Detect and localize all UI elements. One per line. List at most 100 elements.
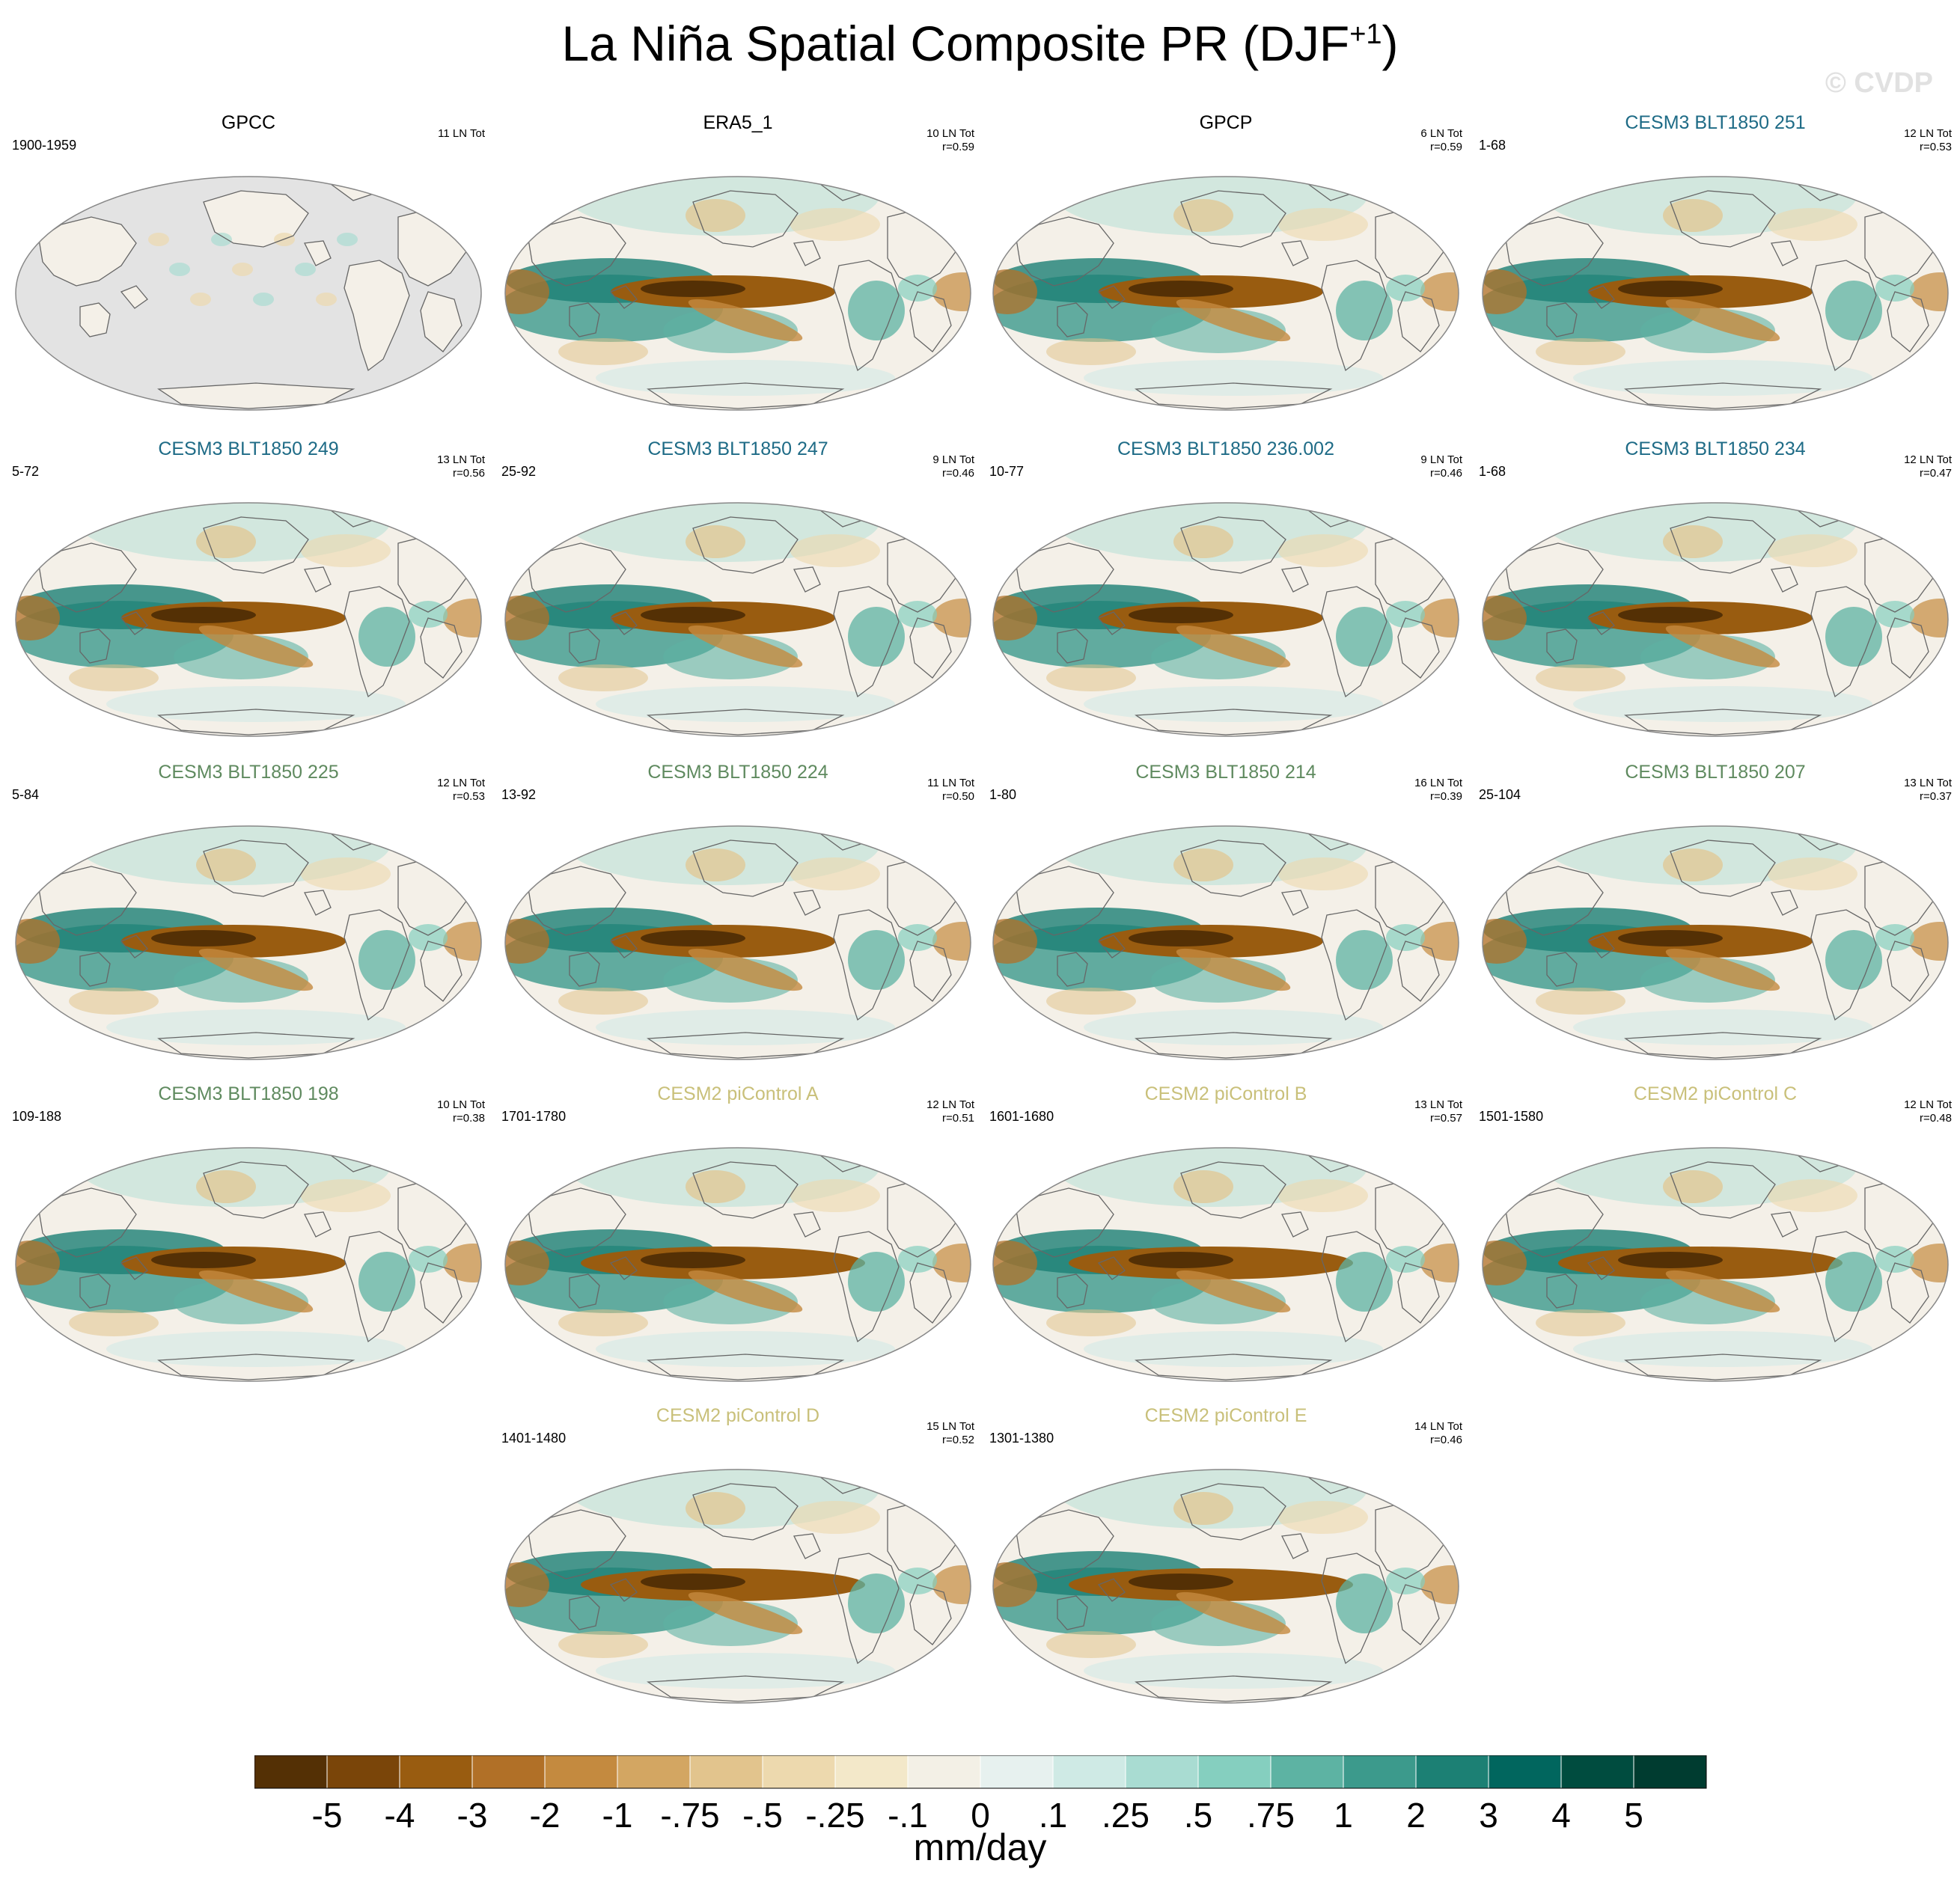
dry-anomaly-south-indian: [1536, 1309, 1625, 1336]
map-plot: [992, 502, 1459, 737]
panel-stats: 10 LN Tot r=0.59: [926, 127, 974, 154]
panel-pattern-correlation: r=0.48: [1920, 1112, 1952, 1125]
map-panel: CESM3 BLT1850 247 25-92 9 LN Tot r=0.46: [498, 438, 977, 753]
anomaly-patch: [337, 233, 358, 246]
dry-anomaly-south-indian: [558, 664, 648, 691]
anomaly-patch: [232, 263, 253, 276]
wet-anomaly-southern-ocean: [1084, 360, 1383, 396]
panel-stats: 11 LN Tot r=0.50: [927, 777, 974, 804]
colorbar-swatch: [1633, 1755, 1707, 1789]
panel-pattern-correlation: r=0.46: [1430, 467, 1462, 480]
coastline: [1321, 586, 1387, 698]
map-panel: CESM2 piControl C 1501-1580 12 LN Tot r=0.4…: [1476, 1083, 1955, 1398]
panel-years: 1900-1959: [12, 138, 77, 153]
dry-anomaly-core: [151, 607, 256, 623]
map-panel: ERA5_1 10 LN Tot r=0.59: [498, 112, 977, 426]
coastline: [1397, 291, 1440, 352]
panel-title: CESM2 piControl B: [1144, 1083, 1307, 1104]
map-plot: [15, 825, 482, 1060]
colorbar-swatch: [1125, 1755, 1199, 1789]
coastline: [79, 629, 111, 664]
panel-pattern-correlation: r=0.50: [942, 790, 974, 803]
dry-anomaly-america: [790, 1501, 880, 1534]
coastline: [909, 941, 952, 1002]
panel-pattern-correlation: r=0.59: [942, 141, 974, 153]
panel-pattern-correlation: r=0.53: [1920, 141, 1952, 153]
panel-title: CESM3 BLT1850 207: [1625, 762, 1806, 783]
panel-pattern-correlation: r=0.57: [1430, 1112, 1462, 1125]
dry-anomaly-indian-ocean-west: [1483, 1241, 1527, 1285]
coastline: [38, 542, 137, 613]
coastline: [1057, 302, 1088, 337]
dry-anomaly-core: [641, 1574, 745, 1590]
coastline: [1097, 935, 1126, 958]
coastline: [120, 285, 148, 309]
map-plot: [15, 176, 482, 411]
coastline: [692, 516, 799, 574]
coastline: [1771, 890, 1798, 916]
coastline: [304, 890, 332, 916]
map-border: [1482, 502, 1949, 737]
panel-years: 1401-1480: [501, 1431, 567, 1446]
dry-anomaly-america: [1768, 534, 1857, 567]
wet-anomaly-south-america: [848, 1252, 905, 1312]
colorbar-tick-label: .25: [1102, 1796, 1150, 1835]
wet-anomaly-south-america: [358, 607, 415, 667]
map-border: [504, 1469, 971, 1704]
panel-title: GPCC: [221, 112, 276, 133]
panel-years: 1-68: [1479, 138, 1506, 153]
coastline: [793, 240, 821, 266]
panel-event-count: 6 LN Tot: [1420, 127, 1462, 140]
map-border: [504, 502, 971, 737]
panel-years: 25-104: [1479, 787, 1521, 802]
coastline: [609, 1578, 638, 1602]
coastline: [1097, 1578, 1126, 1602]
dry-anomaly-south-indian: [558, 1309, 648, 1336]
dry-anomaly-core: [1618, 607, 1723, 623]
coastline: [304, 1211, 332, 1238]
dry-anomaly-indian-ocean-west: [993, 1562, 1037, 1607]
dry-anomaly-south-indian: [69, 1309, 159, 1336]
dry-anomaly-core: [1618, 281, 1723, 297]
dry-anomaly-south-arm: [1176, 1591, 1291, 1635]
coastline: [38, 1187, 137, 1258]
map-border: [504, 1147, 971, 1382]
colorbar-tick-label: .1: [1039, 1796, 1067, 1835]
coastline: [793, 890, 821, 916]
map-panel: CESM3 BLT1850 236.002 10-77 9 LN Tot r=0.46: [986, 438, 1465, 753]
wet-anomaly-southern-ocean: [596, 1653, 895, 1689]
wet-anomaly-southern-ocean: [1573, 686, 1872, 722]
panel-stats: 12 LN Tot r=0.48: [1904, 1098, 1952, 1125]
dry-anomaly-america: [1278, 857, 1368, 890]
panel-pattern-correlation: r=0.51: [942, 1112, 974, 1125]
coastline: [1016, 866, 1114, 936]
panel-years: 109-188: [12, 1109, 62, 1124]
anomaly-patch: [295, 263, 316, 276]
panel-title: CESM3 BLT1850 251: [1625, 112, 1806, 133]
map-panel: CESM2 piControl A 1701-1780 12 LN Tot r=0.5…: [498, 1083, 977, 1398]
coastline: [1097, 611, 1126, 635]
coastline: [203, 840, 309, 897]
dry-anomaly-indian-ocean-east: [443, 599, 481, 637]
dry-anomaly-america: [790, 534, 880, 567]
dry-anomaly-north: [1173, 525, 1233, 558]
dry-anomaly-indian-ocean-east: [932, 1565, 971, 1604]
land-region: [421, 292, 462, 352]
coastline: [1587, 611, 1615, 635]
coastline: [1180, 516, 1286, 574]
coastline: [1016, 1509, 1114, 1579]
colorbar-tick-label: -.25: [805, 1796, 864, 1835]
panel-event-count: 12 LN Tot: [1904, 1098, 1952, 1111]
anomaly-patch: [316, 293, 337, 306]
map-panel: CESM3 BLT1850 214 1-80 16 LN Tot r=0.39: [986, 762, 1465, 1076]
coastline: [1670, 840, 1776, 897]
coastline: [420, 291, 462, 352]
wet-anomaly-southern-ocean: [1084, 1331, 1383, 1367]
colorbar-swatch: [689, 1755, 763, 1789]
colorbar-swatch: [544, 1755, 618, 1789]
map-panel: CESM3 BLT1850 207 25-104 13 LN Tot r=0.37: [1476, 762, 1955, 1076]
wet-anomaly-south-america: [848, 1574, 905, 1633]
dry-anomaly-south-arm: [688, 948, 803, 991]
map-panel: GPCP 6 LN Tot r=0.59: [986, 112, 1465, 426]
dry-anomaly-indian-ocean-west: [505, 1241, 549, 1285]
